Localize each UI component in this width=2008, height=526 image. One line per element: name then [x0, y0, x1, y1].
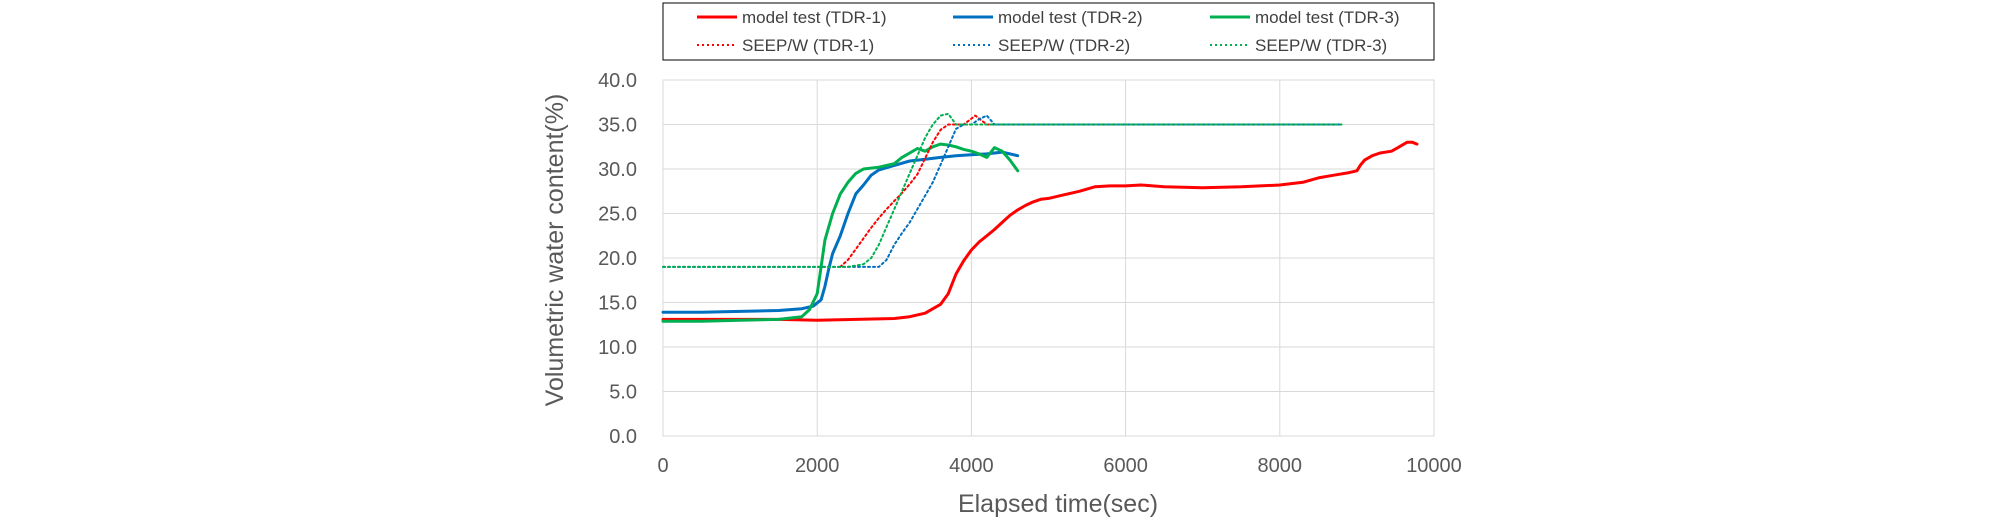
legend-label-6: SEEP/W (TDR-3)	[1255, 36, 1387, 55]
series-line-2	[661, 150, 1020, 314]
x-tick-label: 2000	[795, 455, 840, 477]
y-tick-label: 5.0	[609, 382, 637, 404]
x-tick-label: 6000	[1103, 455, 1148, 477]
y-tick-label: 30.0	[598, 159, 637, 181]
legend-label-1: model test (TDR-1)	[742, 8, 887, 27]
y-tick-label: 25.0	[598, 204, 637, 226]
series-line-3	[661, 142, 1020, 323]
y-tick-label: 35.0	[598, 115, 637, 137]
legend: model test (TDR-1) model test (TDR-2) mode…	[662, 2, 1435, 61]
x-tick-label: 8000	[1258, 455, 1303, 477]
y-axis-title: Volumetric water content(%)	[541, 94, 569, 407]
legend-label-2: model test (TDR-2)	[998, 8, 1143, 27]
x-tick-label: 10000	[1406, 455, 1462, 477]
legend-box	[662, 2, 1435, 61]
gridlines	[662, 79, 1435, 437]
legend-label-4: SEEP/W (TDR-1)	[742, 36, 874, 55]
series-line-5	[662, 114, 1343, 268]
x-tick-label: 0	[657, 455, 668, 477]
tick-labels: 0.0 5.0 10.0 15.0 20.0 25.0 30.0 35.0 40.0 0 2000 4…	[598, 70, 1462, 477]
legend-label-3: model test (TDR-3)	[1255, 8, 1400, 27]
x-tick-label: 4000	[949, 455, 994, 477]
y-tick-label: 40.0	[598, 70, 637, 92]
y-tick-label: 15.0	[598, 293, 637, 315]
series-line-1	[661, 140, 1419, 322]
y-tick-label: 10.0	[598, 337, 637, 359]
y-tick-label: 0.0	[609, 426, 637, 448]
legend-label-5: SEEP/W (TDR-2)	[998, 36, 1130, 55]
series-line-6	[662, 112, 1343, 268]
x-axis-title: Elapsed time(sec)	[958, 490, 1158, 518]
y-tick-label: 20.0	[598, 248, 637, 270]
series-line-4	[839, 114, 1343, 268]
series-lines	[661, 112, 1419, 323]
